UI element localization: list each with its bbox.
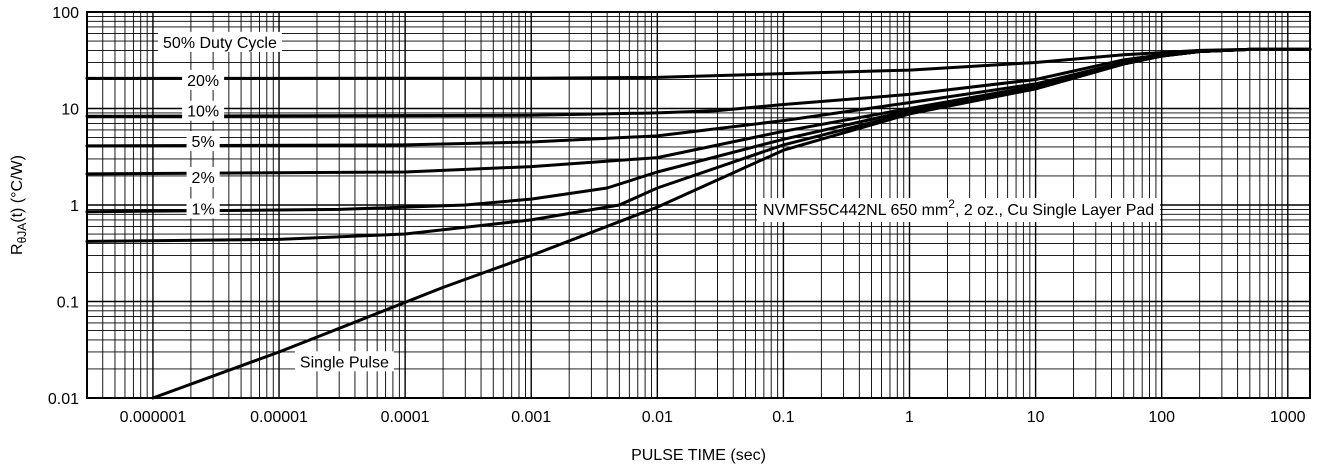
curve-label-text: Single Pulse — [300, 354, 389, 371]
curve-label-text: 20% — [187, 73, 219, 90]
y-tick-label: 0.01 — [48, 391, 79, 408]
curve-label-bg — [186, 131, 220, 152]
curve-label-20: 20% — [182, 69, 225, 90]
y-axis-title: RθJA(t) (°C/W) — [9, 155, 29, 255]
curve-label-2: 2% — [186, 167, 220, 188]
x-tick-label: 1000 — [1270, 409, 1306, 426]
curve-label-bg — [186, 167, 220, 188]
x-tick-label: 0.01 — [642, 409, 673, 426]
y-axis-title-main: R — [9, 243, 26, 255]
curve-labels: 50% Duty Cycle 20% 10% 5% 2% 1% Single Pulse — [158, 31, 394, 372]
annotation-text: NVMFS5C442NL 650 mm2, 2 oz., Cu Single L… — [763, 197, 1154, 219]
curve-label-text: 2% — [192, 170, 215, 187]
annotation-label: NVMFS5C442NL 650 mm2, 2 oz., Cu Single L… — [757, 197, 1161, 222]
x-tick-label: 0.000001 — [120, 409, 187, 426]
curve-label-bg — [294, 351, 394, 372]
y-axis-title-rest: (t) (°C/W) — [9, 155, 26, 223]
x-tick-label: 0.1 — [772, 409, 794, 426]
x-tick-label: 0.0001 — [381, 409, 430, 426]
x-tick-label: 10 — [1027, 409, 1045, 426]
x-tick-label: 0.001 — [511, 409, 551, 426]
curve-label-text: 5% — [192, 134, 215, 151]
curve-label-1: 1% — [186, 198, 220, 219]
series-line-single-pulse — [151, 47, 1312, 400]
curve-label-bg — [182, 100, 225, 121]
curve-label-bg — [182, 69, 225, 90]
y-tick-label: 1 — [70, 198, 79, 215]
y-tick-label: 100 — [52, 5, 79, 22]
x-tick-label: 0.00001 — [250, 409, 308, 426]
annotation-bg — [757, 198, 1161, 222]
annotation: NVMFS5C442NL 650 mm2, 2 oz., Cu Single L… — [757, 197, 1161, 222]
curve-label-bg — [158, 31, 282, 52]
y-axis-title-sub: θJA — [15, 223, 29, 244]
tick-labels: 0.000001 0.00001 0.0001 0.001 0.01 0.1 1 10 100 1… — [48, 5, 1306, 426]
annotation-text-main: NVMFS5C442NL 650 mm — [763, 202, 948, 219]
plot-frame — [86, 11, 1311, 399]
annotation-text-rest: , 2 oz., Cu Single Layer Pad — [955, 202, 1154, 219]
y-tick-label: 0.1 — [57, 295, 79, 312]
y-tick-label: 10 — [61, 102, 79, 119]
annotation-superscript: 2 — [948, 197, 955, 211]
curve-label-single-pulse: Single Pulse — [294, 351, 394, 372]
x-tick-label: 1 — [905, 409, 914, 426]
curve-label-text: 50% Duty Cycle — [163, 35, 277, 52]
series-line-20 — [85, 47, 1312, 118]
curve-label-5: 5% — [186, 131, 220, 152]
curve-label-bg — [186, 198, 220, 219]
series-layer — [85, 47, 1312, 400]
x-axis-title: PULSE TIME (sec) — [631, 447, 766, 464]
curve-label-10: 10% — [182, 100, 225, 121]
x-tick-label: 100 — [1148, 409, 1175, 426]
curve-label-50-duty-cycle: 50% Duty Cycle — [158, 31, 282, 52]
curve-label-text: 1% — [192, 201, 215, 218]
curve-label-text: 10% — [187, 104, 219, 121]
